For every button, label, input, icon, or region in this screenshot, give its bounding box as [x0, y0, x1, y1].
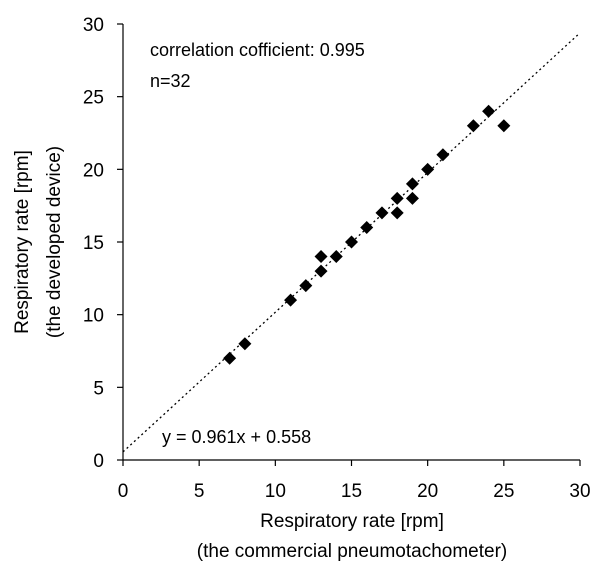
x-axis-label-line2: (the commercial pneumotachometer) — [197, 541, 507, 562]
x-tick-label: 15 — [341, 481, 362, 502]
data-point-diamond — [405, 177, 419, 191]
data-point-diamond — [421, 162, 435, 176]
ticks: 0 5 10 15 20 25 30 0 5 10 15 20 25 30 — [83, 15, 591, 502]
y-tick-label: 30 — [83, 15, 104, 36]
x-tick-label: 20 — [417, 481, 438, 502]
data-point-diamond — [466, 119, 480, 133]
data-point-diamond — [314, 264, 328, 278]
data-point-diamond — [375, 206, 389, 220]
y-axis-label: Respiratory rate [rpm] — [12, 150, 33, 334]
data-point-diamond — [299, 279, 313, 293]
data-point-diamond — [497, 119, 511, 133]
n-annotation: n=32 — [150, 71, 191, 91]
y-tick-label: 20 — [83, 160, 104, 181]
y-tick-label: 25 — [83, 88, 104, 109]
y-tick-label: 5 — [93, 378, 104, 399]
y-axis-label-line2: (the developed device) — [44, 146, 65, 338]
data-point-diamond — [482, 104, 496, 118]
data-point-diamond — [284, 293, 298, 307]
x-tick-label: 5 — [194, 481, 205, 502]
data-points — [223, 104, 511, 365]
data-point-diamond — [390, 191, 404, 205]
data-point-diamond — [360, 220, 374, 234]
data-point-diamond — [436, 148, 450, 162]
data-point-diamond — [314, 250, 328, 264]
data-point-diamond — [329, 250, 343, 264]
equation-annotation: y = 0.961x + 0.558 — [162, 427, 311, 447]
x-tick-label: 30 — [569, 481, 590, 502]
data-point-diamond — [390, 206, 404, 220]
data-point-diamond — [405, 191, 419, 205]
y-tick-label: 0 — [93, 451, 104, 472]
x-tick-label: 0 — [118, 481, 129, 502]
x-axis-label: Respiratory rate [rpm] — [260, 511, 444, 532]
y-tick-label: 10 — [83, 306, 104, 327]
data-point-diamond — [345, 235, 358, 249]
x-tick-label: 25 — [493, 481, 514, 502]
y-tick-label: 15 — [83, 233, 104, 254]
data-point-diamond — [238, 337, 252, 351]
x-tick-label: 10 — [265, 481, 286, 502]
data-point-diamond — [223, 351, 237, 365]
correlation-annotation: correlation cofficient: 0.995 — [150, 40, 365, 60]
